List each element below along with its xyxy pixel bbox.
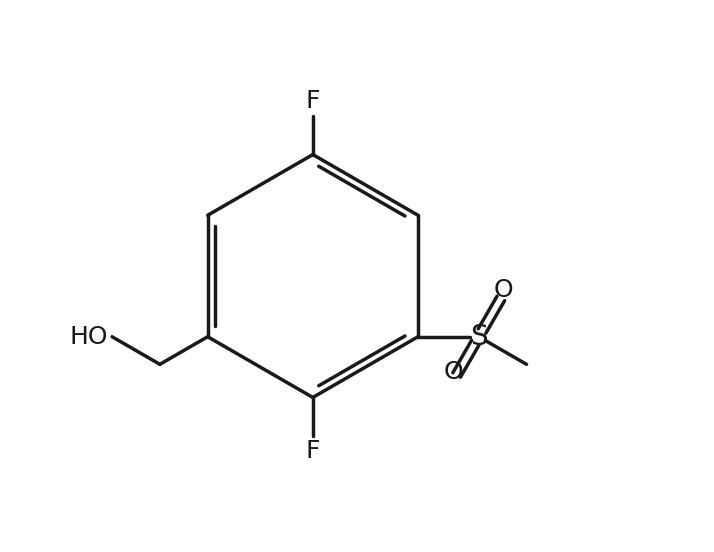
Text: F: F [306,439,320,463]
Text: HO: HO [69,325,108,349]
Text: O: O [444,359,463,384]
Text: S: S [470,323,488,351]
Text: F: F [306,89,320,113]
Text: O: O [494,278,513,302]
